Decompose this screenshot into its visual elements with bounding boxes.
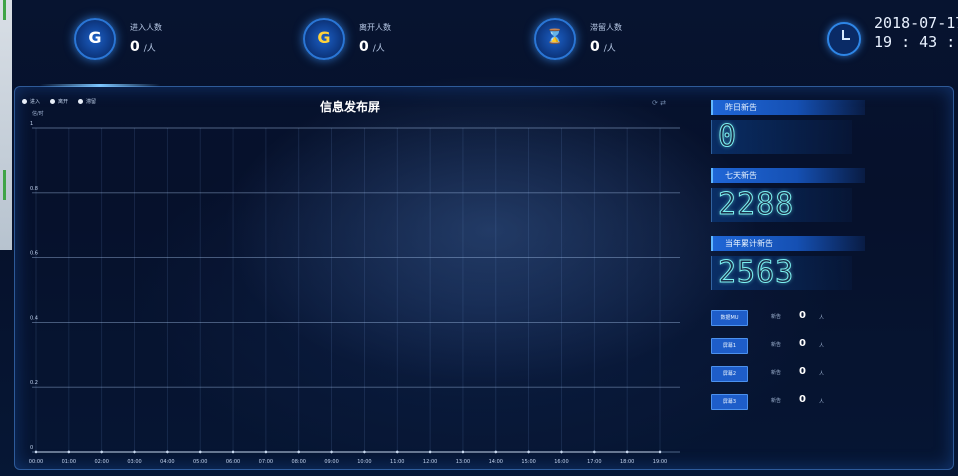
header: G 进入人数 0/人 G 离开人数 0/人 ⌛ 滞留人数 0/人 2018-07… (12, 0, 958, 80)
x-tick-label: 05:00 (193, 459, 207, 465)
data-point (461, 450, 465, 454)
x-tick-label: 10:00 (357, 459, 371, 465)
stat-value: 0/人 (590, 39, 616, 55)
hourglass-icon: ⌛ (534, 18, 576, 60)
x-tick-label: 03:00 (127, 459, 141, 465)
stat-label: 离开人数 (359, 23, 391, 32)
data-point (527, 450, 530, 454)
device-value: 0 (799, 310, 806, 321)
y-tick-label: 0.6 (30, 251, 38, 257)
legend-item-exit[interactable]: 离开 (50, 98, 68, 105)
device-unit: 人 (819, 315, 825, 321)
week-value: 2288 (717, 187, 795, 222)
data-point (593, 450, 596, 454)
device-label: 新告 (771, 398, 782, 404)
data-point (199, 450, 202, 454)
y-tick-label: 1 (30, 121, 33, 127)
today-value: 0 (717, 119, 738, 154)
x-tick-label: 13:00 (456, 459, 470, 465)
data-point (363, 450, 366, 454)
data-point (133, 450, 136, 454)
device-row: 屏幕1 新告 0 人 (711, 338, 851, 354)
data-point (560, 450, 563, 454)
data-point (34, 450, 38, 454)
device-button[interactable]: 屏幕3 (711, 394, 748, 410)
data-point (658, 450, 662, 454)
device-unit: 人 (819, 399, 825, 405)
stat-value: 0/人 (130, 39, 156, 55)
x-tick-label: 06:00 (226, 459, 240, 465)
data-point (428, 450, 432, 454)
x-tick-label: 00:00 (29, 459, 43, 465)
date-text: 2018-07-17 (874, 14, 958, 32)
y-tick-label: 0.4 (30, 315, 38, 321)
today-counter: 0 (711, 120, 852, 154)
data-point (625, 450, 629, 454)
data-point (100, 450, 103, 454)
device-value: 0 (799, 394, 806, 405)
clock-icon (827, 22, 861, 56)
device-label: 新告 (771, 342, 782, 348)
y-tick-label: 0.2 (30, 380, 38, 386)
x-tick-label: 07:00 (259, 459, 273, 465)
week-counter: 2288 (711, 188, 852, 222)
datetime: 2018-07-17 19 : 43 : 34 (874, 14, 958, 52)
year-header: 当年累计新告 (711, 236, 865, 251)
y-tick-label: 0 (30, 445, 33, 451)
x-tick-label: 09:00 (324, 459, 338, 465)
stat-value: 0/人 (359, 39, 385, 55)
y-axis-unit: 信/时 (32, 111, 44, 117)
data-point (67, 450, 71, 454)
week-header: 七天新告 (711, 168, 865, 183)
stat-label: 滞留人数 (590, 23, 622, 32)
x-tick-label: 04:00 (160, 459, 174, 465)
chart-title: 信息发布屏 (319, 100, 380, 114)
data-point (264, 450, 268, 454)
device-label: 新告 (771, 314, 782, 320)
data-point (166, 450, 169, 454)
x-tick-label: 01:00 (62, 459, 76, 465)
chart-toolbox[interactable]: ⟳ ⇄ (652, 99, 666, 107)
device-label: 新告 (771, 370, 782, 376)
left-window-edge (0, 0, 12, 250)
device-row: 数据MU 新告 0 人 (711, 310, 851, 326)
chart-legend: 进入 离开 滞留 (22, 98, 96, 105)
year-counter: 2563 (711, 256, 852, 290)
device-button[interactable]: 屏幕1 (711, 338, 748, 354)
x-tick-label: 12:00 (423, 459, 437, 465)
panel-glow (40, 84, 160, 87)
year-value: 2563 (717, 255, 795, 290)
legend-item-enter[interactable]: 进入 (22, 98, 40, 105)
y-tick-label: 0.8 (30, 186, 38, 192)
data-point (494, 450, 497, 454)
x-tick-label: 15:00 (521, 459, 535, 465)
x-tick-label: 16:00 (554, 459, 568, 465)
today-header: 昨日新告 (711, 100, 865, 115)
exit-icon: G (303, 18, 345, 60)
data-point (231, 450, 235, 454)
device-row: 屏幕3 新告 0 人 (711, 394, 851, 410)
data-point (297, 450, 300, 454)
time-text: 19 : 43 : 34 (874, 33, 958, 51)
x-tick-label: 02:00 (94, 459, 108, 465)
x-tick-label: 11:00 (390, 459, 404, 465)
device-unit: 人 (819, 343, 825, 349)
stat-label: 进入人数 (130, 23, 162, 32)
device-unit: 人 (819, 371, 825, 377)
x-tick-label: 18:00 (620, 459, 634, 465)
legend-item-stay[interactable]: 滞留 (78, 98, 96, 105)
device-button[interactable]: 数据MU (711, 310, 748, 326)
x-tick-label: 08:00 (292, 459, 306, 465)
data-point (330, 450, 333, 454)
device-button[interactable]: 屏幕2 (711, 366, 748, 382)
x-tick-label: 14:00 (489, 459, 503, 465)
x-tick-label: 19:00 (653, 459, 667, 465)
device-row: 屏幕2 新告 0 人 (711, 366, 851, 382)
data-point (396, 450, 399, 454)
device-value: 0 (799, 338, 806, 349)
device-value: 0 (799, 366, 806, 377)
enter-icon: G (74, 18, 116, 60)
x-tick-label: 17:00 (587, 459, 601, 465)
